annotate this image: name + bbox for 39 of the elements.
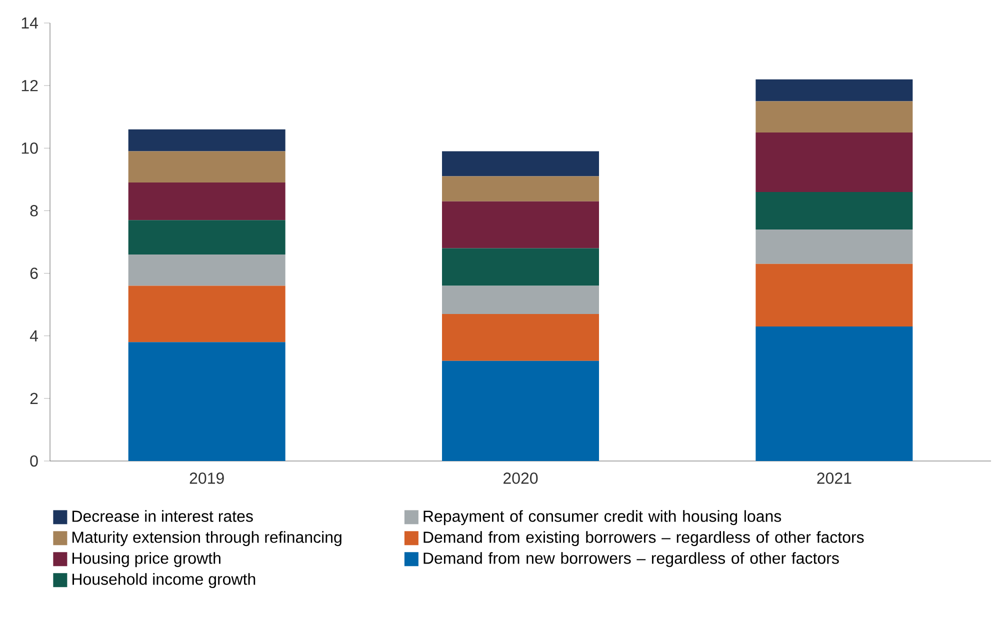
bar (128, 342, 286, 461)
bar (756, 326, 913, 461)
bar (756, 264, 913, 326)
bar (128, 220, 286, 255)
bar (756, 132, 913, 192)
legend-label: Household income growth (72, 573, 256, 588)
y-tick-label: 6 (30, 268, 38, 279)
bar (128, 286, 286, 342)
bar (128, 129, 286, 152)
x-tick-label: 2020 (504, 472, 538, 484)
y-tick-label: 14 (22, 17, 38, 28)
x-tick-label: 2021 (817, 472, 852, 484)
x-tick-label: 2019 (190, 472, 224, 484)
y-tick-label: 4 (30, 330, 38, 342)
bar (756, 101, 913, 132)
legend-label: Decrease in interest rates (72, 510, 253, 522)
y-tick-label: 10 (22, 142, 38, 154)
y-tick-label: 0 (30, 455, 38, 467)
y-tick-label: 12 (22, 80, 38, 92)
bar (442, 201, 600, 248)
bar (756, 229, 913, 264)
bar (128, 151, 286, 183)
bar (442, 286, 600, 314)
bar (442, 176, 600, 202)
bar (756, 192, 913, 230)
bar (442, 248, 600, 286)
legend-label: Demand from existing borrowers – regardless of other factors (424, 531, 864, 546)
bar (128, 254, 286, 286)
y-tick-label: 8 (30, 205, 38, 216)
legend-label: Demand from new borrowers – regardless of other factors (424, 552, 839, 568)
bar (756, 79, 913, 102)
bar (442, 360, 600, 461)
legend-label: Repayment of consumer credit with housing loans (424, 510, 782, 526)
bar (442, 314, 600, 361)
legend-label: Maturity extension through refinancing (72, 531, 342, 546)
y-tick-label: 2 (30, 392, 38, 404)
legend-label: Housing price growth (72, 552, 220, 568)
bar (128, 182, 286, 220)
bar (442, 151, 600, 176)
